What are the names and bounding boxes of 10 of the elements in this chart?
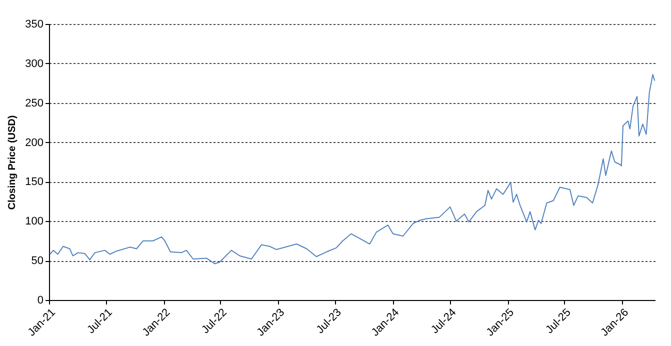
y-tick-label: 100 (25, 216, 44, 228)
y-tick-label: 300 (25, 58, 44, 70)
y-tick-label: 0 (37, 294, 44, 306)
y-tick-label: 50 (31, 255, 44, 268)
line-series (49, 74, 656, 264)
y-axis-title: Closing Price (USD) (7, 115, 18, 210)
y-tick-label: 150 (25, 176, 44, 188)
y-tick-label: 350 (25, 18, 44, 30)
y-tick-label: 200 (25, 136, 44, 149)
y-tick-label: 250 (25, 97, 44, 110)
